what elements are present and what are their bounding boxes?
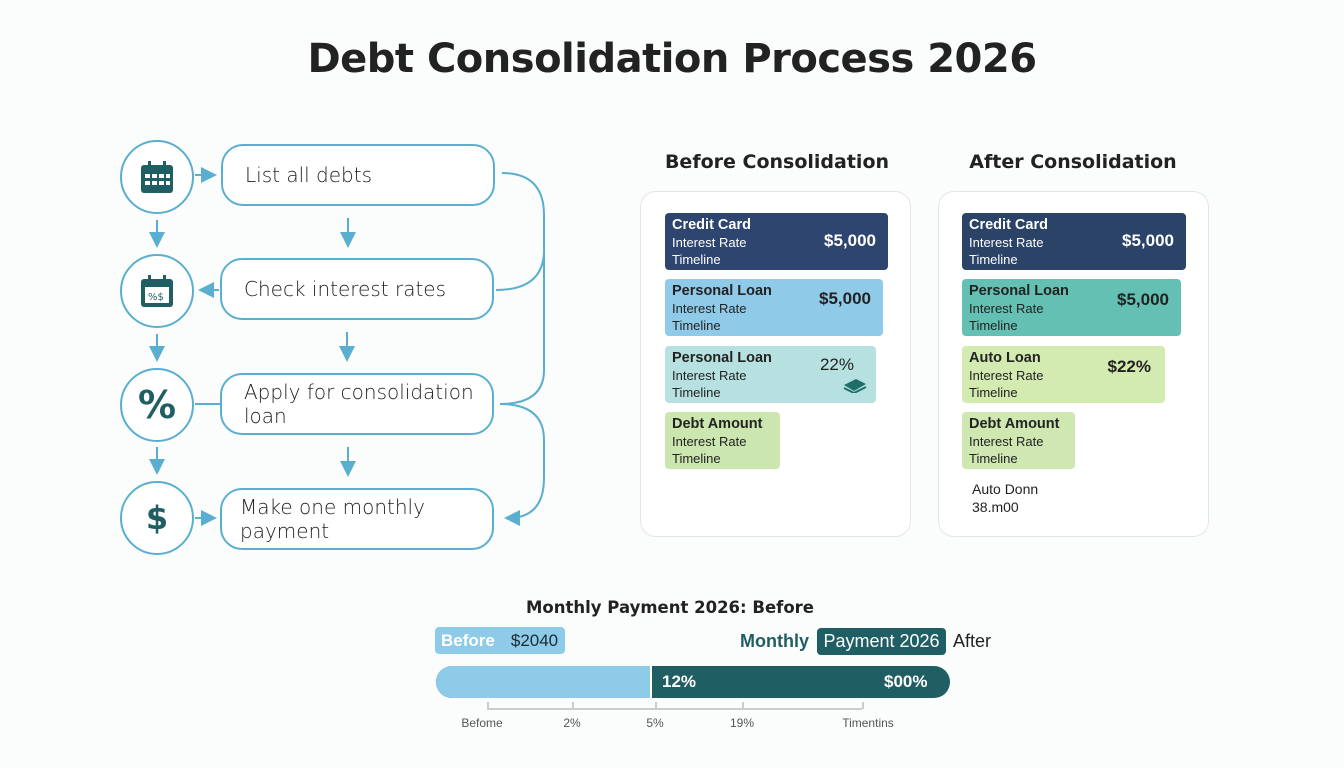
axis-tick xyxy=(487,702,489,709)
payment-bar-before-fill xyxy=(436,666,652,698)
axis-label: 19% xyxy=(729,716,755,730)
after-card-credit-card: Credit Card Interest Rate Timeline $5,000 xyxy=(962,213,1186,270)
card-line: Timeline xyxy=(969,318,1018,333)
bar-right-pct: $00% xyxy=(884,672,928,691)
before-pill-label: Before xyxy=(441,630,495,650)
card-line: Timeline xyxy=(672,252,721,267)
step-check-rates: Check interest rates xyxy=(220,258,494,320)
axis-label: 2% xyxy=(563,716,581,730)
step-monthly-payment: Make one monthly payment xyxy=(220,488,494,550)
step-2-icon-circle: %$ xyxy=(120,254,194,328)
before-pill-value: $2040 xyxy=(510,630,559,650)
after-card-debt-amount: Debt Amount Interest Rate Timeline xyxy=(962,412,1075,469)
card-value: $22% xyxy=(1107,357,1151,376)
card-line: Interest Rate xyxy=(969,235,1044,250)
card-title: Credit Card xyxy=(672,217,751,233)
after-pill: Payment 2026 xyxy=(817,628,946,655)
card-line: Timeline xyxy=(672,385,721,400)
card-value: 22% xyxy=(819,355,854,374)
dollar-icon: $ xyxy=(145,499,169,537)
card-title: Personal Loan xyxy=(969,283,1069,299)
before-pill: Before $2040 xyxy=(435,627,565,654)
axis-tick xyxy=(862,702,864,709)
card-line: Timeline xyxy=(672,451,721,466)
card-line: Interest Rate xyxy=(672,368,747,383)
payment-bar xyxy=(436,666,950,698)
card-line: Interest Rate xyxy=(969,368,1044,383)
card-line: Interest Rate xyxy=(969,301,1044,316)
axis-label: Befome xyxy=(461,716,503,730)
axis-tick xyxy=(572,702,574,709)
card-line: Interest Rate xyxy=(969,434,1044,449)
card-line: Timeline xyxy=(969,252,1018,267)
axis-line xyxy=(487,708,862,710)
card-line: Timeline xyxy=(672,318,721,333)
money-icon xyxy=(843,379,867,393)
card-value: $5,000 xyxy=(824,231,876,250)
card-title: Debt Amount xyxy=(969,416,1060,432)
card-value: $5,000 xyxy=(1122,231,1174,250)
monthly-label: Monthly xyxy=(740,631,809,651)
before-card-personal-loan-2: Personal Loan Interest Rate Timeline 22% xyxy=(665,346,876,403)
after-note: Auto Donn 38.m00 xyxy=(972,480,1038,516)
card-title: Debt Amount xyxy=(672,416,763,432)
after-card-personal-loan: Personal Loan Interest Rate Timeline $5,000 xyxy=(962,279,1181,336)
card-title: Credit Card xyxy=(969,217,1048,233)
svg-text:%$: %$ xyxy=(148,292,164,303)
page-title: Debt Consolidation Process 2026 xyxy=(307,36,1037,82)
after-heading: After Consolidation xyxy=(969,151,1177,173)
axis-tick xyxy=(742,702,744,709)
step-3-icon-circle: % xyxy=(120,368,194,442)
card-line: Timeline xyxy=(969,451,1018,466)
before-card-debt-amount: Debt Amount Interest Rate Timeline xyxy=(665,412,780,469)
axis-tick xyxy=(655,702,657,709)
card-value: $5,000 xyxy=(819,289,871,308)
step-1-icon-circle xyxy=(120,140,194,214)
card-title: Personal Loan xyxy=(672,350,772,366)
card-line: Interest Rate xyxy=(672,235,747,250)
calendar-icon xyxy=(141,161,173,193)
card-line: Interest Rate xyxy=(672,301,747,316)
before-card-personal-loan: Personal Loan Interest Rate Timeline $5,000 xyxy=(665,279,883,336)
card-title: Personal Loan xyxy=(672,283,772,299)
step-apply-loan: Apply for consolidation loan xyxy=(220,373,494,435)
axis-label: 5% xyxy=(646,716,664,730)
card-line: Timeline xyxy=(969,385,1018,400)
card-value: $5,000 xyxy=(1117,290,1169,309)
step-list-debts: List all debts xyxy=(221,144,495,206)
bar-left-pct: 12% xyxy=(662,672,697,691)
axis-label: Timentins xyxy=(842,716,894,730)
after-note-line: Auto Donn xyxy=(972,481,1039,497)
percent-icon: % xyxy=(137,383,177,427)
before-heading: Before Consolidation xyxy=(664,151,890,173)
calendar-rates-icon: %$ xyxy=(141,275,173,307)
after-label: After xyxy=(953,631,992,651)
after-note-line: 38.m00 xyxy=(972,499,1019,515)
card-line: Interest Rate xyxy=(672,434,747,449)
after-card-auto-loan: Auto Loan Interest Rate Timeline $22% xyxy=(962,346,1165,403)
before-card-credit-card: Credit Card Interest Rate Timeline $5,000 xyxy=(665,213,888,270)
payment-title: Monthly Payment 2026: Before xyxy=(526,598,814,617)
card-title: Auto Loan xyxy=(969,350,1041,366)
step-4-icon-circle: $ xyxy=(120,481,194,555)
